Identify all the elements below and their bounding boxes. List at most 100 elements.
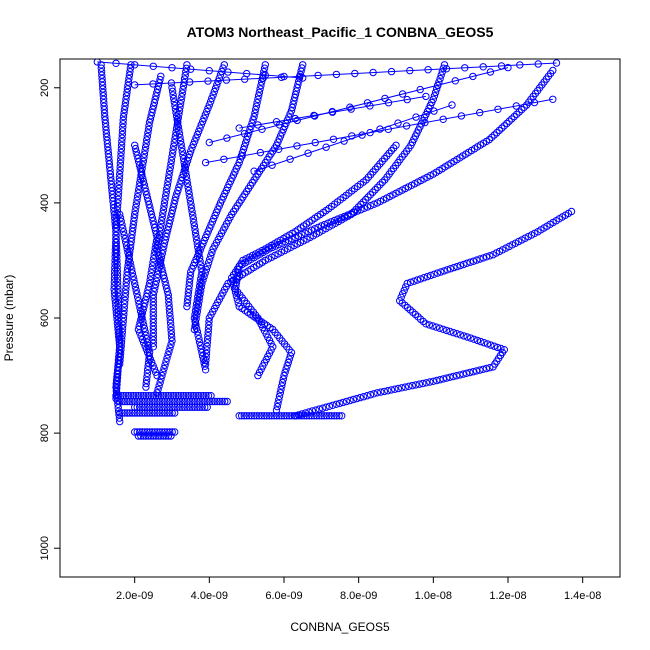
data-point: [182, 68, 190, 76]
data-point: [111, 263, 119, 272]
data-point: [139, 432, 148, 440]
data-point: [439, 64, 448, 72]
data-point: [358, 131, 366, 139]
data-point: [154, 432, 163, 440]
data-point: [512, 102, 520, 110]
data-point: [166, 409, 174, 417]
data-point: [113, 374, 122, 382]
data-point: [100, 105, 109, 114]
data-point: [148, 358, 156, 367]
data-point: [369, 68, 377, 77]
data-point: [205, 138, 214, 147]
data-point: [166, 312, 174, 320]
data-point: [131, 279, 139, 288]
data-point: [449, 372, 457, 381]
data-point: [202, 356, 210, 365]
data-point: [121, 296, 129, 304]
data-point: [148, 409, 156, 417]
data-point: [159, 209, 167, 218]
data-point: [503, 119, 511, 128]
data-point: [220, 61, 229, 69]
data-point: [286, 352, 295, 360]
data-point: [176, 403, 184, 411]
data-point: [159, 271, 168, 279]
data-point: [112, 392, 120, 400]
data-point: [126, 64, 135, 72]
data-point: [381, 176, 389, 184]
data-point: [146, 428, 154, 436]
data-point: [182, 169, 190, 177]
data-point: [145, 352, 153, 360]
data-point: [216, 71, 225, 79]
data-point: [189, 211, 197, 220]
data-point: [162, 358, 170, 366]
data-point: [137, 432, 145, 440]
data-point: [293, 116, 301, 125]
data-point: [117, 346, 125, 354]
data-point: [205, 321, 213, 329]
data-point: [456, 371, 464, 379]
data-point: [143, 409, 151, 417]
data-point: [199, 276, 207, 284]
data-point: [347, 105, 355, 113]
data-point: [151, 244, 160, 252]
data-point: [283, 362, 291, 370]
data-point: [280, 412, 288, 420]
data-point: [162, 188, 171, 197]
data-point: [398, 90, 407, 98]
data-point: [350, 208, 358, 217]
data-point: [152, 368, 160, 376]
data-point: [183, 299, 192, 307]
data-point: [489, 251, 497, 259]
data-point: [193, 308, 202, 316]
data-point: [469, 368, 477, 376]
data-point: [187, 201, 195, 209]
data-point: [138, 428, 146, 436]
data-point: [148, 428, 156, 436]
data-point: [449, 328, 458, 337]
data-point: [178, 403, 186, 411]
data-point: [193, 236, 201, 244]
data-point: [198, 268, 206, 276]
data-point: [98, 71, 106, 79]
data-point: [138, 409, 146, 417]
data-point: [120, 300, 129, 308]
data-point: [158, 428, 166, 436]
data-point: [191, 229, 200, 237]
data-point: [192, 315, 200, 323]
data-point: [364, 193, 372, 201]
data-point: [439, 375, 447, 383]
data-point: [119, 112, 128, 121]
data-point: [314, 71, 322, 80]
data-point: [112, 238, 120, 247]
data-point: [201, 360, 210, 368]
data-point: [277, 385, 285, 394]
data-point: [180, 75, 189, 83]
data-point: [168, 333, 176, 342]
data-point: [147, 112, 155, 120]
series-11: [291, 207, 576, 420]
data-point: [337, 214, 345, 222]
data-point: [482, 253, 491, 261]
data-point: [384, 387, 392, 395]
data-point: [197, 286, 205, 295]
data-point: [127, 237, 135, 246]
data-point: [359, 393, 368, 401]
data-point: [204, 104, 212, 113]
data-point: [120, 307, 128, 315]
data-point: [195, 293, 204, 302]
connector-line: [239, 95, 426, 129]
data-point: [158, 213, 166, 221]
data-point: [366, 391, 375, 399]
x-tick-label: 1.4e-08: [564, 590, 601, 602]
data-point: [434, 81, 442, 90]
data-point: [200, 114, 208, 122]
data-point: [479, 365, 487, 373]
data-point: [144, 197, 153, 205]
data-point: [114, 195, 122, 204]
data-point: [116, 353, 125, 361]
data-point: [370, 390, 378, 398]
data-point: [191, 137, 199, 145]
data-point: [125, 71, 134, 79]
